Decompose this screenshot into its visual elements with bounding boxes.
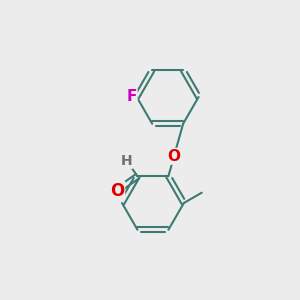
Text: O: O: [110, 182, 124, 200]
Text: O: O: [167, 149, 181, 164]
Text: F: F: [126, 89, 136, 104]
Text: H: H: [121, 154, 133, 168]
